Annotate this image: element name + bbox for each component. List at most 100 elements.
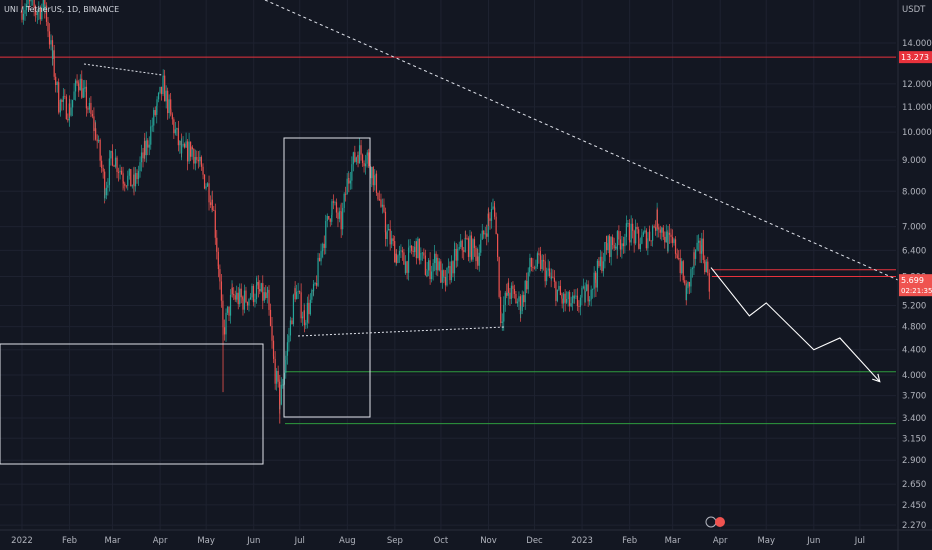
candle-body (403, 252, 405, 265)
candle-body (87, 108, 89, 110)
candle-body (615, 246, 617, 249)
candle-body (150, 126, 152, 145)
candle-countdown-label: 02:21:35 (901, 287, 932, 295)
candle-body (590, 289, 592, 300)
accumulation-box-left[interactable] (0, 343, 264, 465)
candle-body (569, 292, 571, 307)
candle-body (196, 157, 198, 160)
candle-body (429, 260, 431, 280)
candle-body (670, 234, 672, 237)
candle-body (154, 110, 156, 115)
candle-body (622, 243, 624, 247)
candle-body (208, 183, 210, 203)
candle-body (619, 239, 621, 250)
candle-body (520, 311, 522, 315)
candle-body (58, 82, 60, 112)
candle-body (378, 199, 381, 201)
y-tick-label: 9.000 (902, 156, 926, 166)
candle-body (120, 170, 123, 175)
candle-body (297, 291, 299, 292)
candle-body (325, 220, 327, 248)
candle-body (566, 298, 568, 303)
candle-body (160, 86, 163, 95)
candle-body (50, 40, 52, 45)
feb-apr-trendline[interactable] (83, 63, 163, 76)
candle-body (529, 257, 531, 267)
candle-body (406, 261, 408, 273)
alert-badge-icon[interactable] (715, 517, 725, 527)
candle-body (423, 252, 425, 256)
candle-body (469, 235, 471, 257)
projection-arrowhead[interactable] (872, 373, 881, 383)
candle-body (609, 236, 611, 257)
x-tick-label: Nov (480, 536, 497, 546)
candle-body (53, 50, 55, 77)
candle-body (114, 157, 117, 167)
replay-icons[interactable] (705, 516, 725, 528)
candle-body (546, 270, 548, 282)
candle-body (299, 291, 301, 293)
candle-body (292, 294, 295, 325)
projection-path[interactable] (710, 267, 881, 383)
candle-body (52, 50, 54, 59)
candle-body (216, 237, 218, 252)
candle-body (579, 297, 582, 307)
candle-body (349, 180, 351, 184)
candle-body (437, 257, 439, 271)
candle-body (610, 237, 612, 257)
candle-body (41, 7, 43, 20)
candle-body (559, 285, 562, 296)
candle-body (58, 111, 60, 113)
candle-body (681, 261, 683, 274)
candle-body (541, 259, 543, 270)
drawing-annotations[interactable] (0, 0, 899, 465)
candle-body (62, 96, 64, 102)
candle-body (601, 256, 603, 272)
candle-body (222, 300, 224, 320)
candle-body (573, 296, 576, 299)
candle-body (636, 226, 638, 230)
candle-body (408, 247, 410, 273)
candle-body (627, 223, 629, 224)
candle-body (417, 238, 419, 259)
y-tick-label: 5.200 (902, 301, 926, 311)
candle-body (25, 4, 28, 11)
candle-body (162, 77, 164, 95)
candle-body (151, 125, 153, 127)
candle-body (641, 235, 643, 244)
candle-body (377, 192, 379, 200)
current-price-tag (899, 274, 932, 297)
candle-body (93, 116, 95, 132)
candle-body (128, 169, 130, 176)
candle-body (658, 227, 660, 230)
candle-body (656, 209, 658, 228)
horizontal-levels[interactable] (0, 56, 896, 425)
time-axis[interactable]: 2022 Feb Mar Apr May Jun Jul Aug Sep Oct Nov Dec 202… (0, 529, 932, 546)
candle-body (540, 255, 542, 270)
y-tick-label: 3.150 (902, 434, 926, 444)
descending-trendline[interactable] (264, 0, 899, 281)
candle-body (306, 302, 308, 323)
x-tick-label: Dec (526, 536, 543, 546)
candle-body (254, 299, 256, 303)
candle-body (699, 240, 701, 254)
candle-body (260, 283, 262, 292)
candle-body (460, 240, 462, 248)
candle-body (276, 370, 278, 384)
candle-body (331, 201, 333, 215)
rising-support-line[interactable] (297, 326, 506, 337)
candle-body (193, 149, 195, 164)
candle-body (332, 201, 335, 203)
candle-body (693, 252, 695, 259)
candle-body (538, 253, 540, 255)
accumulation-box-middle[interactable] (283, 137, 371, 418)
candle-body (661, 227, 663, 233)
projection-zigzag[interactable] (710, 267, 881, 383)
candle-body (564, 293, 566, 303)
candle-body (326, 215, 328, 221)
candle-body (183, 143, 186, 148)
candle-body (481, 230, 483, 240)
candle-body (153, 110, 155, 126)
